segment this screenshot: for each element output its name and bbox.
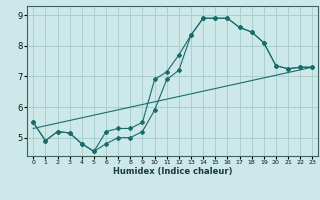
X-axis label: Humidex (Indice chaleur): Humidex (Indice chaleur) — [113, 167, 233, 176]
